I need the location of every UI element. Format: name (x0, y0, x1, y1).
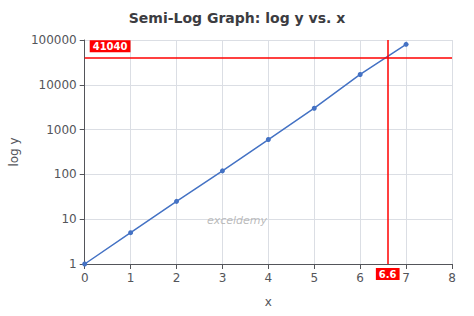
svg-text:10: 10 (61, 212, 76, 226)
svg-text:1: 1 (127, 271, 135, 285)
svg-text:4: 4 (265, 271, 273, 285)
svg-text:3: 3 (219, 271, 227, 285)
svg-text:6.6: 6.6 (379, 269, 397, 280)
svg-text:Semi-Log Graph: log y vs. x: Semi-Log Graph: log y vs. x (129, 10, 346, 26)
svg-text:7: 7 (402, 271, 410, 285)
svg-text:x: x (265, 295, 272, 309)
svg-text:100: 100 (54, 167, 77, 181)
svg-text:41040: 41040 (93, 41, 128, 52)
svg-text:10000: 10000 (39, 78, 77, 92)
svg-text:6: 6 (356, 271, 364, 285)
svg-text:100000: 100000 (31, 33, 77, 47)
svg-text:5: 5 (310, 271, 318, 285)
svg-text:0: 0 (81, 271, 89, 285)
svg-text:1000: 1000 (46, 123, 77, 137)
svg-text:exceldemy: exceldemy (207, 214, 268, 227)
svg-text:1: 1 (69, 257, 77, 271)
svg-text:log y: log y (7, 137, 21, 166)
svg-text:8: 8 (448, 271, 456, 285)
svg-text:2: 2 (173, 271, 181, 285)
